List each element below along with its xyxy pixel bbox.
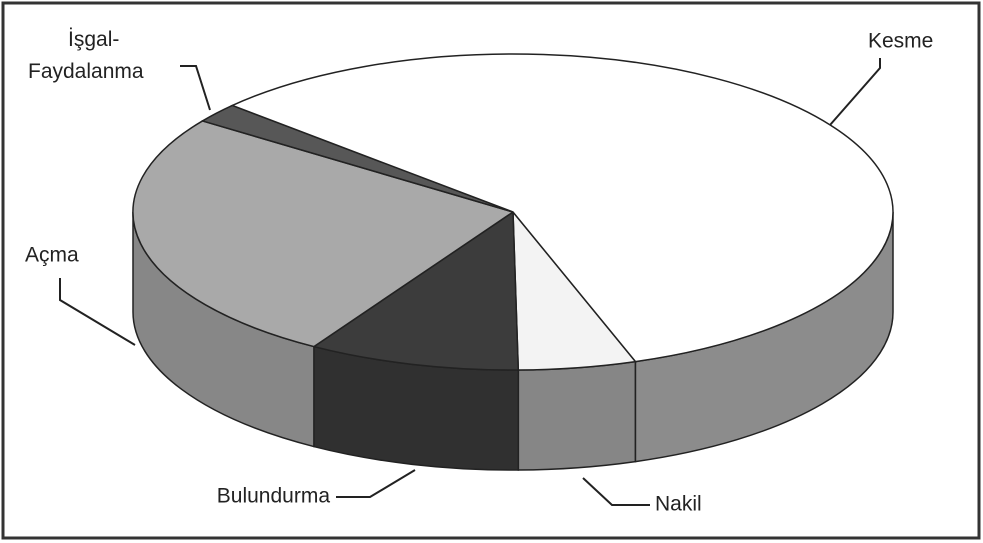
leader-line bbox=[180, 65, 211, 111]
pie bbox=[132, 53, 894, 471]
slice bbox=[312, 210, 520, 371]
leader-line bbox=[582, 477, 650, 506]
slice-side bbox=[517, 360, 637, 471]
leader-line bbox=[59, 278, 136, 346]
slice-label: Nakil bbox=[655, 493, 702, 516]
slice-label: Kesme bbox=[868, 30, 933, 53]
slice-label: Bulundurma bbox=[217, 485, 331, 508]
slice-label: İşgal-Faydalanma bbox=[28, 28, 144, 83]
leader-line bbox=[829, 58, 881, 126]
slice bbox=[132, 120, 515, 348]
slice-label: Açma bbox=[25, 244, 79, 267]
leader-line bbox=[336, 469, 416, 498]
slice bbox=[230, 53, 894, 363]
